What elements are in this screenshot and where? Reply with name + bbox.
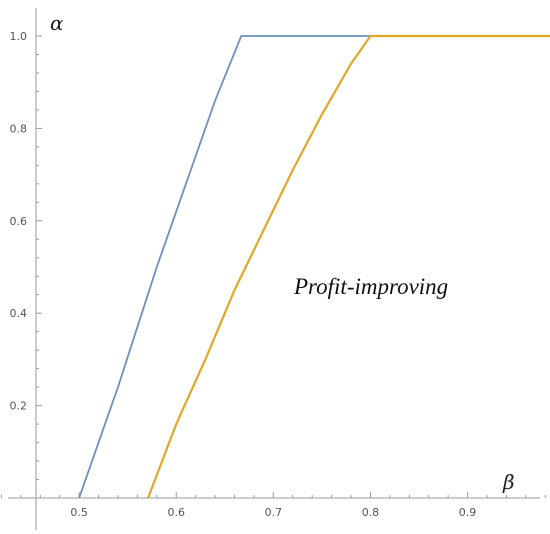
y-tick-label: 0.2 xyxy=(10,400,28,413)
x-tick-label: 0.9 xyxy=(459,506,477,519)
region-annotation: Profit-improving xyxy=(293,274,448,299)
y-tick-label: 1.0 xyxy=(10,30,28,43)
x-axis-label: β xyxy=(502,470,515,494)
series-line-2 xyxy=(147,34,550,499)
y-tick-label: 0.6 xyxy=(10,215,28,228)
x-tick-label: 0.5 xyxy=(70,506,88,519)
y-tick-label: 0.4 xyxy=(10,307,28,320)
series-lines xyxy=(78,34,550,499)
tick-labels: 0.50.60.70.80.91.00.20.40.60.81.0 xyxy=(10,30,477,519)
axes xyxy=(8,8,540,530)
tick-marks xyxy=(0,35,546,498)
x-tick-label: 0.7 xyxy=(265,506,283,519)
x-tick-label: 0.6 xyxy=(167,506,185,519)
y-axis-label: α xyxy=(50,11,64,35)
series-line-1 xyxy=(78,35,371,499)
y-tick-label: 0.8 xyxy=(10,122,28,135)
x-tick-label: 0.8 xyxy=(362,506,380,519)
